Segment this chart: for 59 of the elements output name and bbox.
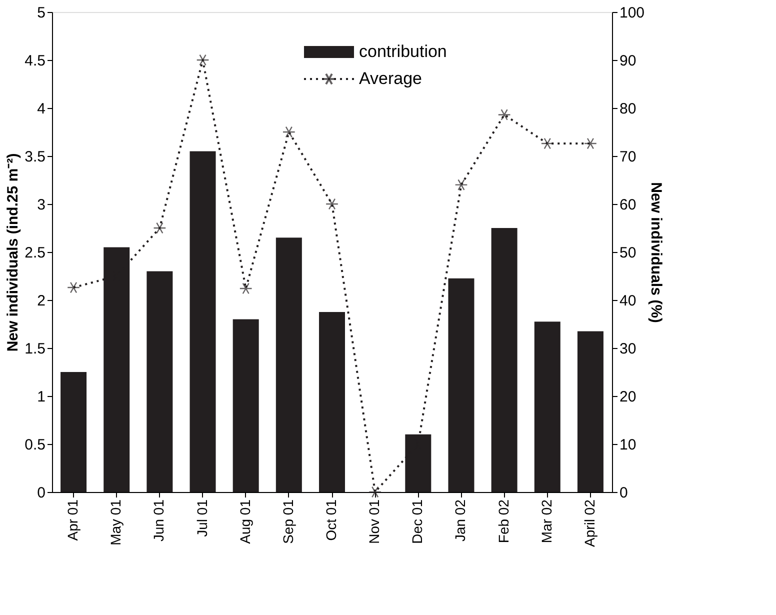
x-tick-label: Jul 01 [194,499,210,537]
y-axis-title: New individuals (ind.25 m⁻²) [4,153,22,352]
x-tick-label: Oct 01 [323,499,339,541]
point [498,108,511,120]
y2-tick-label: 30 [620,340,636,358]
x-tick-label: Sep 01 [280,499,296,544]
x-tick-label: Dec 01 [409,499,426,544]
x-tick-label: Jan 02 [452,499,468,542]
y-tick-label: 3.5 [24,148,46,166]
x-tick-label: May 01 [108,499,124,546]
x-tick-label: Feb 02 [495,499,512,544]
bar [534,322,560,492]
y-tick-label: 2 [37,292,46,310]
y2-tick-label: 50 [620,244,636,262]
y2-tick-label: 20 [620,388,636,406]
point [153,222,166,234]
bar [190,151,216,492]
legend-label: contribution [359,42,447,61]
y-tick-label: 0.5 [24,436,46,454]
y-tick-label: 0 [37,484,46,502]
x-tick-label: Mar 02 [538,499,554,544]
bar [146,271,173,492]
bar [577,331,604,492]
point [454,179,468,191]
y-tick-label: 3 [37,196,46,214]
y2-tick-label: 90 [620,52,636,70]
bar [276,238,302,492]
x-tick-label: April 02 [581,499,598,547]
x-tick-label: Aug 01 [236,499,253,544]
y-tick-label: 1 [37,388,46,406]
bar [491,228,518,492]
point [325,198,339,210]
x-tick-label: Nov 01 [366,499,382,544]
point [282,126,296,138]
y2-tick-label: 70 [620,148,636,166]
point [584,138,597,150]
y-tick-label: 5 [37,4,46,22]
y2-tick-label: 40 [620,292,636,310]
y2-tick-label: 100 [620,4,645,22]
y-tick-label: 4 [37,100,46,118]
point [368,486,382,498]
y2-tick-label: 60 [620,196,636,214]
y-tick-label: 4.5 [24,52,46,70]
bar [60,372,87,492]
x-tick-label: Apr 01 [64,499,81,541]
y2-tick-label: 0 [620,484,628,502]
x-tick-label: Jun 01 [150,499,167,542]
y2-axis-title: New individuals (%) [648,182,665,323]
point [540,138,554,150]
bar [319,312,345,492]
point [196,54,210,66]
point [67,282,80,294]
legend-label: Average [359,69,422,88]
point [239,282,252,294]
y2-tick-label: 80 [620,100,636,118]
y-tick-label: 1.5 [24,340,46,358]
y-tick-label: 2.5 [24,244,46,262]
y2-tick-label: 10 [620,436,636,454]
bar [232,319,259,492]
